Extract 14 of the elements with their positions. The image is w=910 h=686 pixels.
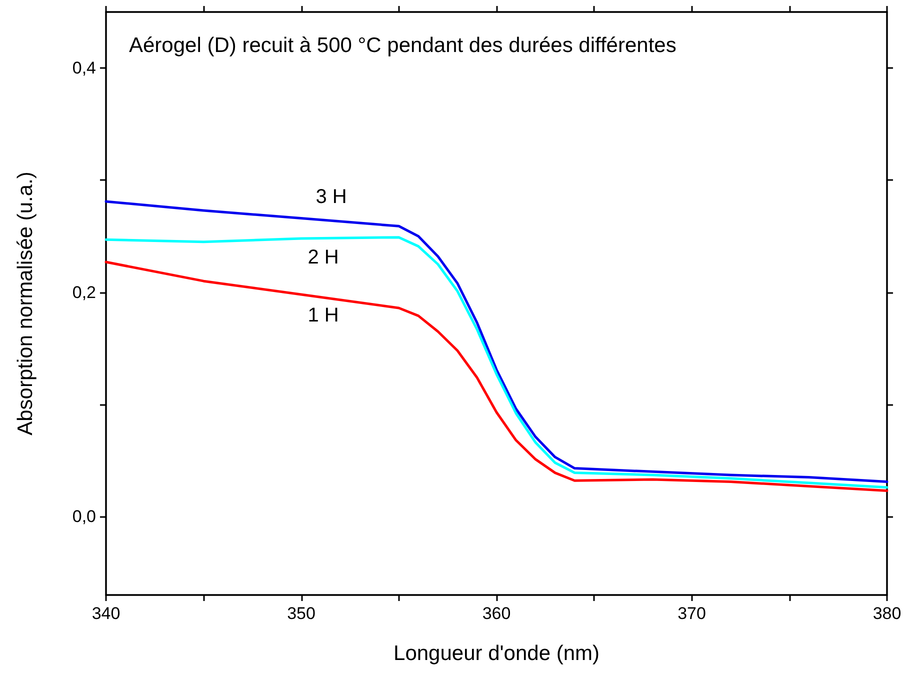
y-axis-title: Absorption normalisée (u.a.)	[14, 172, 37, 436]
series-label: 2 H	[308, 246, 339, 269]
y-tick-label: 0,2	[72, 282, 96, 302]
x-tick-label: 380	[872, 604, 902, 623]
text: Aérogel (D) recuit à 500 °C pendant des durées différentes	[129, 34, 676, 57]
x-tick-label: 350	[287, 604, 316, 623]
x-tick-label: 370	[678, 604, 706, 623]
y-tick-label: 0,4	[72, 58, 96, 78]
series-label: 1 H	[308, 304, 339, 327]
series-label: 3 H	[316, 186, 347, 208]
x-axis-title: Longueur d'onde (nm)	[394, 642, 600, 665]
x-tick-label: 360	[482, 604, 511, 623]
y-tick-label: 0,0	[72, 507, 96, 526]
x-tick-label: 340	[92, 604, 120, 623]
